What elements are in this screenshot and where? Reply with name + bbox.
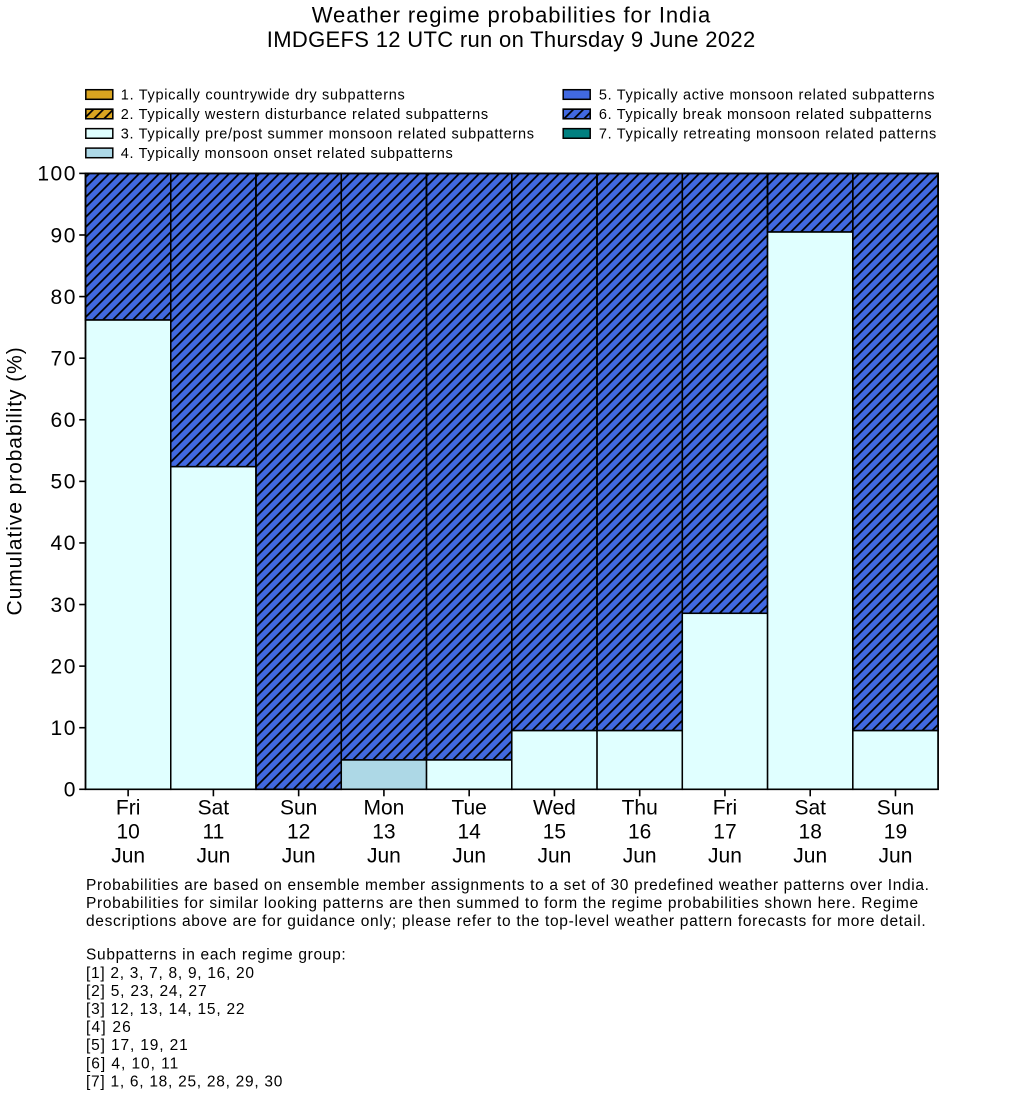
svg-text:Cumulative probability (%): Cumulative probability (%) [4,347,27,615]
svg-text:Wed: Wed [533,796,576,819]
svg-text:Subpatterns in each regime gro: Subpatterns in each regime group: [86,947,346,964]
svg-text:[5] 17, 19, 21: [5] 17, 19, 21 [86,1037,188,1054]
svg-text:15: 15 [543,820,566,843]
svg-text:6. Typically break monsoon rel: 6. Typically break monsoon related subpa… [599,107,932,123]
svg-text:Jun: Jun [879,844,913,867]
svg-text:16: 16 [628,820,651,843]
svg-text:[4] 26: [4] 26 [86,1019,131,1036]
svg-text:Jun: Jun [623,844,657,867]
svg-text:Probabilities for similar look: Probabilities for similar looking patter… [86,895,918,912]
svg-text:Fri: Fri [713,796,738,819]
svg-text:Tue: Tue [451,796,486,819]
svg-text:Jun: Jun [282,844,316,867]
svg-text:Jun: Jun [196,844,230,867]
svg-text:14: 14 [457,820,481,843]
svg-text:Probabilities are based on ens: Probabilities are based on ensemble memb… [86,877,929,894]
svg-text:2. Typically western disturban: 2. Typically western disturbance related… [121,107,488,123]
svg-text:Sat: Sat [198,796,230,819]
svg-text:Sat: Sat [794,796,826,819]
svg-text:Jun: Jun [708,844,742,867]
svg-text:30: 30 [51,594,77,617]
svg-text:70: 70 [51,347,77,370]
svg-text:Weather regime probabilities f: Weather regime probabilities for India [312,2,711,27]
svg-text:80: 80 [51,286,77,309]
svg-text:4. Typically monsoon onset rel: 4. Typically monsoon onset related subpa… [121,146,453,162]
svg-text:0: 0 [64,779,77,802]
svg-text:20: 20 [51,655,77,678]
svg-text:Jun: Jun [538,844,572,867]
svg-text:12: 12 [287,820,310,843]
svg-text:1. Typically countrywide dry s: 1. Typically countrywide dry subpatterns [121,88,405,104]
svg-text:18: 18 [799,820,822,843]
svg-text:Jun: Jun [367,844,401,867]
svg-text:19: 19 [884,820,907,843]
svg-text:100: 100 [37,163,77,186]
svg-text:Mon: Mon [363,796,404,819]
svg-text:11: 11 [202,820,224,843]
svg-text:[7] 1, 6, 18, 25, 28, 29, 30: [7] 1, 6, 18, 25, 28, 29, 30 [86,1073,283,1090]
svg-text:13: 13 [372,820,395,843]
svg-text:IMDGEFS 12 UTC run on Thursday: IMDGEFS 12 UTC run on Thursday 9 June 20… [267,27,755,52]
svg-text:Thu: Thu [622,796,658,819]
svg-text:Sun: Sun [877,796,914,819]
svg-text:[1] 2, 3, 7, 8, 9, 16, 20: [1] 2, 3, 7, 8, 9, 16, 20 [86,965,254,982]
svg-text:7. Typically retreating monsoo: 7. Typically retreating monsoon related … [599,126,936,142]
svg-text:[3] 12, 13, 14, 15, 22: [3] 12, 13, 14, 15, 22 [86,1001,245,1018]
svg-text:5. Typically active monsoon re: 5. Typically active monsoon related subp… [599,88,935,104]
svg-text:50: 50 [51,471,77,494]
svg-text:Jun: Jun [793,844,827,867]
svg-text:Jun: Jun [452,844,486,867]
svg-text:[6] 4, 10, 11: [6] 4, 10, 11 [86,1055,178,1072]
svg-text:10: 10 [116,820,139,843]
svg-text:3. Typically pre/post summer m: 3. Typically pre/post summer monsoon rel… [121,126,534,142]
svg-text:Fri: Fri [116,796,141,819]
svg-text:[2] 5, 23, 24, 27: [2] 5, 23, 24, 27 [86,983,207,1000]
svg-text:Sun: Sun [280,796,317,819]
svg-text:Jun: Jun [111,844,145,867]
svg-text:40: 40 [51,532,77,555]
svg-text:10: 10 [51,717,77,740]
svg-text:60: 60 [51,409,77,432]
svg-text:descriptions above are for gui: descriptions above are for guidance only… [86,913,926,930]
svg-text:17: 17 [713,820,736,843]
svg-text:90: 90 [51,224,77,247]
